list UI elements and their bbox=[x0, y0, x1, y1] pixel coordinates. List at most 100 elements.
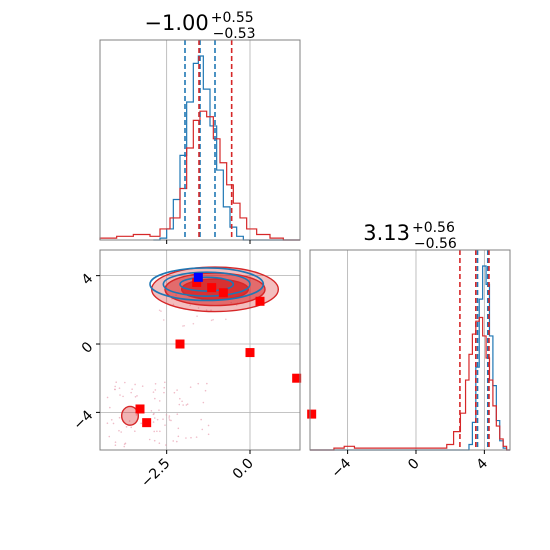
marginal-y-hist-red bbox=[310, 316, 510, 451]
joint-sample-point bbox=[125, 426, 128, 428]
joint-sample-point bbox=[197, 307, 200, 309]
joint-sample-point bbox=[114, 388, 116, 391]
joint-sample-point bbox=[210, 309, 212, 311]
marginal-y-hist-blue bbox=[310, 265, 510, 451]
joint-sample-point bbox=[114, 441, 117, 443]
joint-sample-point bbox=[163, 386, 166, 389]
joint-sample-point bbox=[186, 403, 189, 405]
joint-sample-point bbox=[106, 422, 109, 425]
joint-sample-point bbox=[152, 391, 155, 393]
joint-sample-point bbox=[156, 430, 158, 433]
joint-sample-point bbox=[154, 389, 157, 391]
joint-sample-point bbox=[114, 385, 116, 388]
joint-sample-point bbox=[207, 433, 210, 436]
joint-sample-point bbox=[110, 419, 113, 421]
joint-sample-point bbox=[212, 318, 214, 321]
joint-sample-point bbox=[177, 435, 180, 438]
joint-sample-point bbox=[153, 430, 156, 433]
joint-sample-point bbox=[130, 426, 133, 429]
joint-x-tick-label: 0.0 bbox=[230, 456, 257, 483]
joint-sample-point bbox=[197, 382, 200, 385]
marginal-y-frame bbox=[309, 249, 511, 451]
joint-sample-point bbox=[114, 444, 117, 447]
joint-sample-point bbox=[172, 440, 175, 442]
joint-sample-point bbox=[112, 422, 115, 425]
joint-sample-point bbox=[136, 395, 138, 397]
joint-sample-point bbox=[154, 382, 157, 385]
joint-sample-point bbox=[134, 383, 136, 386]
joint-red-marker bbox=[292, 373, 302, 383]
joint-sample-point bbox=[165, 414, 168, 416]
joint-red-marker bbox=[142, 418, 152, 428]
joint-sample-point bbox=[108, 435, 111, 438]
joint-red-marker bbox=[192, 277, 202, 287]
joint-sample-point bbox=[153, 417, 156, 419]
joint-blue-marker bbox=[193, 272, 203, 282]
joint-sample-point bbox=[173, 391, 176, 394]
joint-sample-point bbox=[164, 381, 166, 384]
joint-sample-point bbox=[196, 315, 198, 318]
joint-sample-point bbox=[192, 322, 195, 325]
joint-sample-point bbox=[152, 421, 155, 423]
joint-sample-point bbox=[159, 430, 161, 433]
joint-sample-point bbox=[158, 400, 161, 402]
joint-sample-point bbox=[190, 436, 192, 439]
joint-sample-point bbox=[172, 303, 175, 306]
joint-y-tick-label: 0 bbox=[79, 339, 97, 357]
joint-sample-point bbox=[152, 413, 155, 416]
joint-red-marker bbox=[175, 339, 185, 349]
joint-sample-point bbox=[140, 422, 142, 425]
joint-sample-point bbox=[134, 395, 137, 398]
joint-sample-point bbox=[179, 397, 181, 400]
joint-sample-point bbox=[168, 417, 170, 419]
joint-sample-point bbox=[206, 382, 208, 385]
joint-sample-point bbox=[202, 401, 205, 404]
joint-x-tick-label: −2.5 bbox=[138, 456, 173, 491]
joint-sample-point bbox=[183, 324, 186, 327]
joint-sample-point bbox=[118, 416, 121, 419]
joint-sample-point bbox=[158, 442, 161, 445]
joint-y-tick-label: −4 bbox=[70, 407, 96, 433]
joint-sample-point bbox=[165, 444, 167, 446]
joint-sample-point bbox=[115, 381, 118, 384]
joint-sample-point bbox=[141, 385, 144, 387]
joint-sample-point bbox=[201, 428, 204, 431]
joint-sample-point bbox=[189, 304, 191, 306]
joint-sample-point bbox=[119, 394, 121, 396]
joint-sample-point bbox=[185, 437, 187, 439]
joint-sample-point bbox=[123, 443, 126, 445]
joint-sample-point bbox=[158, 409, 160, 411]
joint-sample-point bbox=[150, 410, 153, 412]
joint-sample-point bbox=[160, 310, 162, 312]
joint-sample-point bbox=[182, 404, 184, 406]
joint-sample-point bbox=[168, 415, 171, 417]
joint-frame bbox=[99, 249, 301, 451]
joint-sample-point bbox=[225, 318, 227, 321]
joint-red-marker bbox=[255, 296, 265, 306]
joint-sample-point bbox=[131, 388, 133, 390]
joint-sample-point bbox=[106, 396, 109, 399]
joint-sample-point bbox=[123, 445, 126, 448]
joint-sample-point bbox=[156, 418, 159, 421]
marginal-y-tick-label: −4 bbox=[329, 455, 355, 481]
marginal-x-title: −1.00 +0.55 −0.53 bbox=[144, 10, 255, 42]
joint-red-marker bbox=[207, 283, 217, 293]
joint-sample-point bbox=[122, 395, 124, 398]
marginal-x-hist-blue bbox=[153, 55, 300, 241]
joint-sample-point bbox=[205, 309, 208, 311]
joint-sample-point bbox=[176, 413, 179, 415]
joint-sample-point bbox=[128, 420, 131, 422]
marginal-x-hist-red bbox=[99, 110, 300, 241]
joint-sample-point bbox=[154, 397, 156, 400]
joint-sample-point bbox=[200, 418, 202, 421]
joint-sample-point bbox=[124, 381, 126, 384]
joint-y-tick-label: 4 bbox=[79, 271, 97, 289]
marginal-y-panel: −4 0 4 3.13 +0.56 −0.56 bbox=[309, 220, 511, 481]
joint-sample-point bbox=[185, 404, 188, 406]
joint-sample-point bbox=[178, 403, 181, 406]
joint-sample-point bbox=[181, 400, 183, 403]
joint-sample-point bbox=[158, 309, 161, 312]
joint-sample-point bbox=[118, 429, 120, 432]
joint-sample-point bbox=[118, 387, 121, 389]
